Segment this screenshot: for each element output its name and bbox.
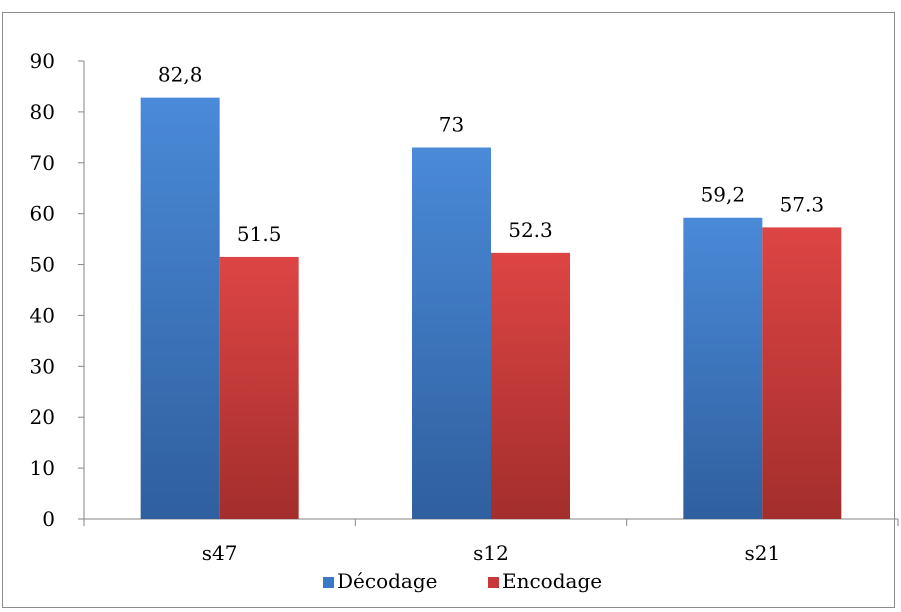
- data-labels: 82,8 73 59,2 51.5 52.3 57.3: [158, 63, 824, 246]
- data-label: 82,8: [158, 63, 203, 87]
- y-tick-label: 60: [30, 202, 55, 226]
- bar: [491, 252, 570, 519]
- legend-label: Encodage: [502, 569, 602, 593]
- bar: [762, 227, 842, 519]
- y-tick-label: 10: [30, 456, 55, 480]
- data-label: 52.3: [508, 218, 553, 242]
- y-tick-label: 0: [42, 507, 55, 531]
- y-tick-label: 50: [30, 253, 55, 277]
- y-tick-label: 80: [30, 100, 55, 124]
- legend-swatch: [323, 577, 334, 588]
- data-label: 59,2: [701, 183, 746, 207]
- legend-label: Décodage: [337, 569, 437, 593]
- bar: [219, 256, 299, 519]
- bar: [412, 147, 491, 519]
- y-tick-label: 70: [30, 151, 55, 175]
- y-tick-label: 90: [30, 49, 55, 73]
- x-tick-label: s12: [473, 541, 509, 565]
- bar: [683, 217, 763, 519]
- y-tick-label: 40: [30, 303, 55, 327]
- legend: Décodage Encodage: [323, 569, 602, 593]
- x-tick-label: s47: [202, 541, 238, 565]
- data-label: 51.5: [237, 222, 282, 246]
- data-label: 73: [439, 113, 464, 137]
- data-label: 57.3: [780, 192, 825, 216]
- bar: [140, 97, 220, 519]
- y-tick-label: 30: [30, 354, 55, 378]
- x-tick-label: s21: [744, 541, 780, 565]
- y-tick-label: 20: [30, 405, 55, 429]
- bars: [140, 97, 842, 519]
- legend-swatch: [488, 577, 499, 588]
